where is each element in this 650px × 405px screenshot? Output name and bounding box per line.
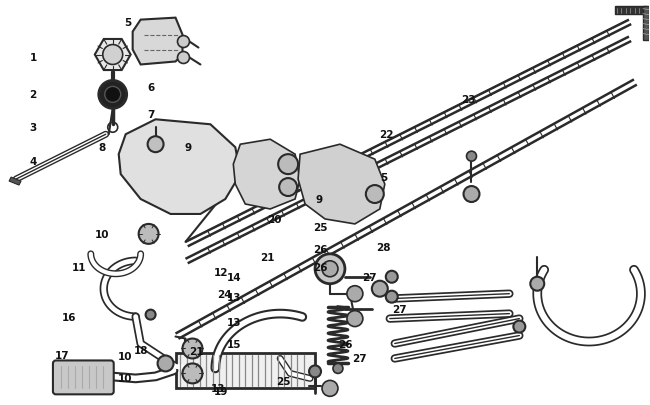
Text: 9: 9 — [185, 143, 192, 153]
Text: 28: 28 — [376, 242, 391, 252]
Text: 26: 26 — [313, 244, 327, 254]
Text: 23: 23 — [462, 95, 476, 105]
Text: 9: 9 — [315, 194, 322, 205]
Text: 11: 11 — [72, 262, 86, 272]
Polygon shape — [119, 120, 240, 214]
Circle shape — [347, 286, 363, 302]
Circle shape — [333, 364, 343, 373]
Circle shape — [138, 224, 159, 244]
Circle shape — [309, 366, 321, 377]
Text: 25: 25 — [276, 377, 291, 386]
Text: 13: 13 — [227, 317, 242, 327]
Text: 14: 14 — [227, 272, 242, 282]
Circle shape — [315, 254, 345, 284]
Text: 13: 13 — [211, 384, 226, 393]
Polygon shape — [298, 145, 385, 224]
Circle shape — [530, 277, 544, 291]
Text: 27: 27 — [363, 272, 377, 282]
Circle shape — [177, 36, 189, 49]
Text: 21: 21 — [260, 252, 274, 262]
Text: 19: 19 — [214, 386, 229, 396]
Circle shape — [366, 185, 384, 203]
Circle shape — [467, 152, 476, 162]
Circle shape — [279, 179, 297, 196]
Polygon shape — [233, 140, 300, 209]
Text: 22: 22 — [380, 130, 394, 140]
Circle shape — [177, 52, 189, 64]
Polygon shape — [9, 178, 21, 185]
Text: 15: 15 — [227, 339, 242, 349]
Text: 25: 25 — [313, 222, 327, 232]
Polygon shape — [643, 6, 649, 40]
Circle shape — [183, 364, 202, 384]
Text: 12: 12 — [214, 267, 229, 277]
Circle shape — [322, 261, 338, 277]
Text: 7: 7 — [147, 110, 154, 120]
Text: 3: 3 — [29, 123, 36, 133]
Text: 10: 10 — [118, 373, 132, 384]
Circle shape — [386, 271, 398, 283]
Circle shape — [322, 380, 338, 396]
Text: 10: 10 — [94, 229, 109, 239]
Circle shape — [514, 321, 525, 333]
Text: 6: 6 — [147, 83, 154, 93]
Text: 26: 26 — [338, 339, 352, 349]
Text: 21: 21 — [189, 347, 203, 357]
Circle shape — [463, 187, 480, 202]
Text: 27: 27 — [393, 304, 407, 314]
Text: 24: 24 — [217, 289, 231, 299]
Polygon shape — [95, 40, 131, 71]
Bar — [176, 354, 315, 388]
Circle shape — [103, 45, 123, 65]
Text: 26: 26 — [313, 262, 327, 272]
Polygon shape — [615, 6, 647, 15]
Text: 17: 17 — [55, 351, 69, 360]
Text: 5: 5 — [124, 17, 131, 28]
Text: 20: 20 — [267, 214, 281, 224]
Text: 16: 16 — [62, 312, 76, 322]
Text: 4: 4 — [29, 157, 36, 167]
Circle shape — [183, 339, 202, 358]
Circle shape — [157, 356, 174, 371]
Circle shape — [372, 281, 388, 297]
Circle shape — [386, 291, 398, 303]
Text: 1: 1 — [29, 53, 36, 63]
Circle shape — [148, 137, 164, 153]
Circle shape — [278, 155, 298, 175]
Circle shape — [99, 81, 127, 109]
Text: 8: 8 — [98, 143, 105, 153]
Text: 18: 18 — [133, 345, 148, 356]
Circle shape — [347, 311, 363, 327]
Circle shape — [105, 87, 121, 103]
Text: 5: 5 — [380, 173, 387, 183]
Text: 2: 2 — [29, 90, 36, 100]
Text: 10: 10 — [118, 352, 132, 362]
Text: 13: 13 — [227, 292, 242, 302]
Polygon shape — [133, 19, 183, 65]
Text: 27: 27 — [352, 354, 367, 364]
Circle shape — [146, 310, 155, 320]
FancyBboxPatch shape — [53, 360, 114, 394]
